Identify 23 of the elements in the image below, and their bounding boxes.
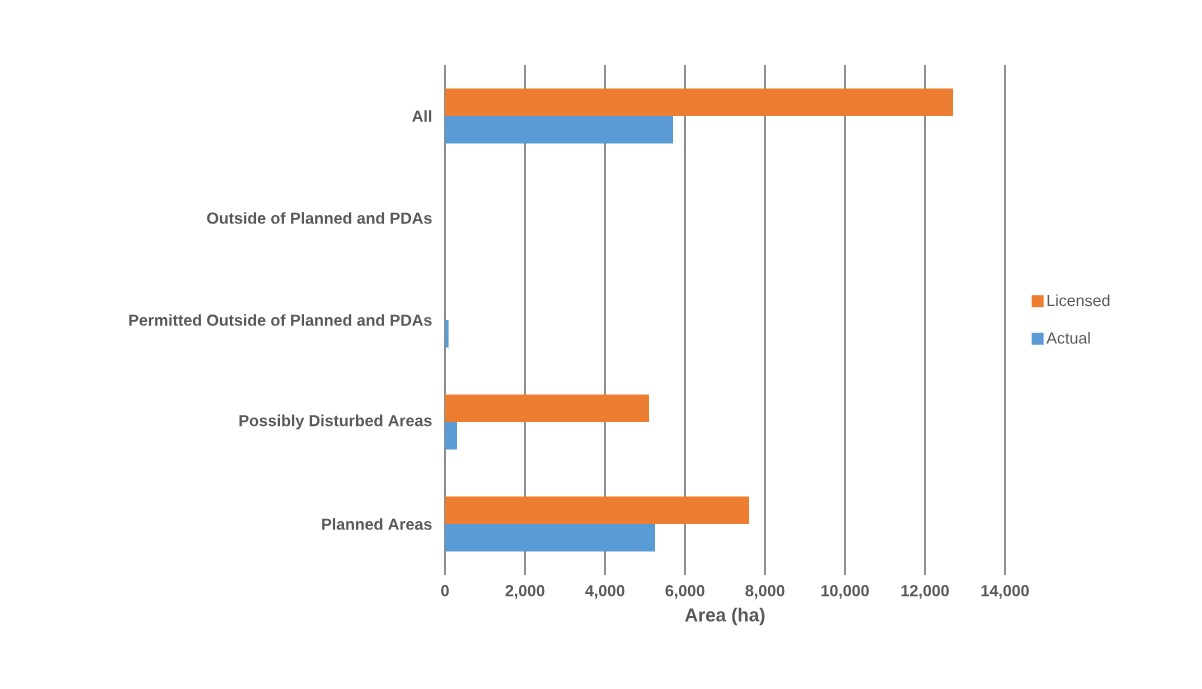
x-tick-label: 6,000	[665, 585, 705, 599]
x-tick-label: 8,000	[745, 585, 785, 599]
bar	[445, 394, 649, 422]
x-tick-label: 10,000	[821, 585, 869, 599]
y-tick-label: All	[412, 110, 432, 122]
legend-label: Licensed	[1047, 294, 1110, 307]
bar	[445, 524, 656, 552]
x-tick-label: 0	[441, 585, 449, 597]
bar	[445, 496, 750, 524]
y-tick-label: Outside of Planned and PDAs	[207, 212, 432, 224]
y-tick-label: Possibly Disturbed Areas	[239, 414, 432, 430]
bar	[445, 116, 674, 144]
x-tick-label: 4,000	[585, 585, 625, 599]
bar	[445, 422, 457, 450]
x-tick-label: 14,000	[981, 585, 1029, 599]
x-tick-label: 12,000	[901, 585, 949, 599]
y-tick-label: Planned Areas	[322, 518, 432, 530]
legend-label: Actual	[1046, 332, 1090, 344]
y-tick-label: Permitted Outside of Planned and PDAs	[129, 314, 432, 326]
x-axis-title: Area (ha)	[685, 607, 765, 626]
bar	[445, 88, 954, 116]
x-tick-label: 2,000	[505, 585, 545, 599]
bar	[445, 320, 449, 348]
